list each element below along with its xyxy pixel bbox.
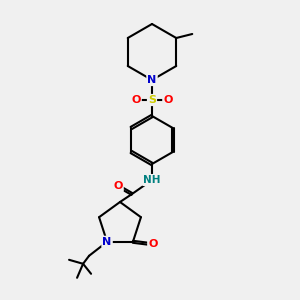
Text: O: O <box>113 181 123 191</box>
Text: O: O <box>163 95 173 105</box>
Text: NH: NH <box>143 175 161 185</box>
Text: O: O <box>131 95 141 105</box>
Text: N: N <box>102 237 112 247</box>
Text: O: O <box>148 239 158 249</box>
Text: S: S <box>148 95 156 105</box>
Text: N: N <box>147 75 157 85</box>
